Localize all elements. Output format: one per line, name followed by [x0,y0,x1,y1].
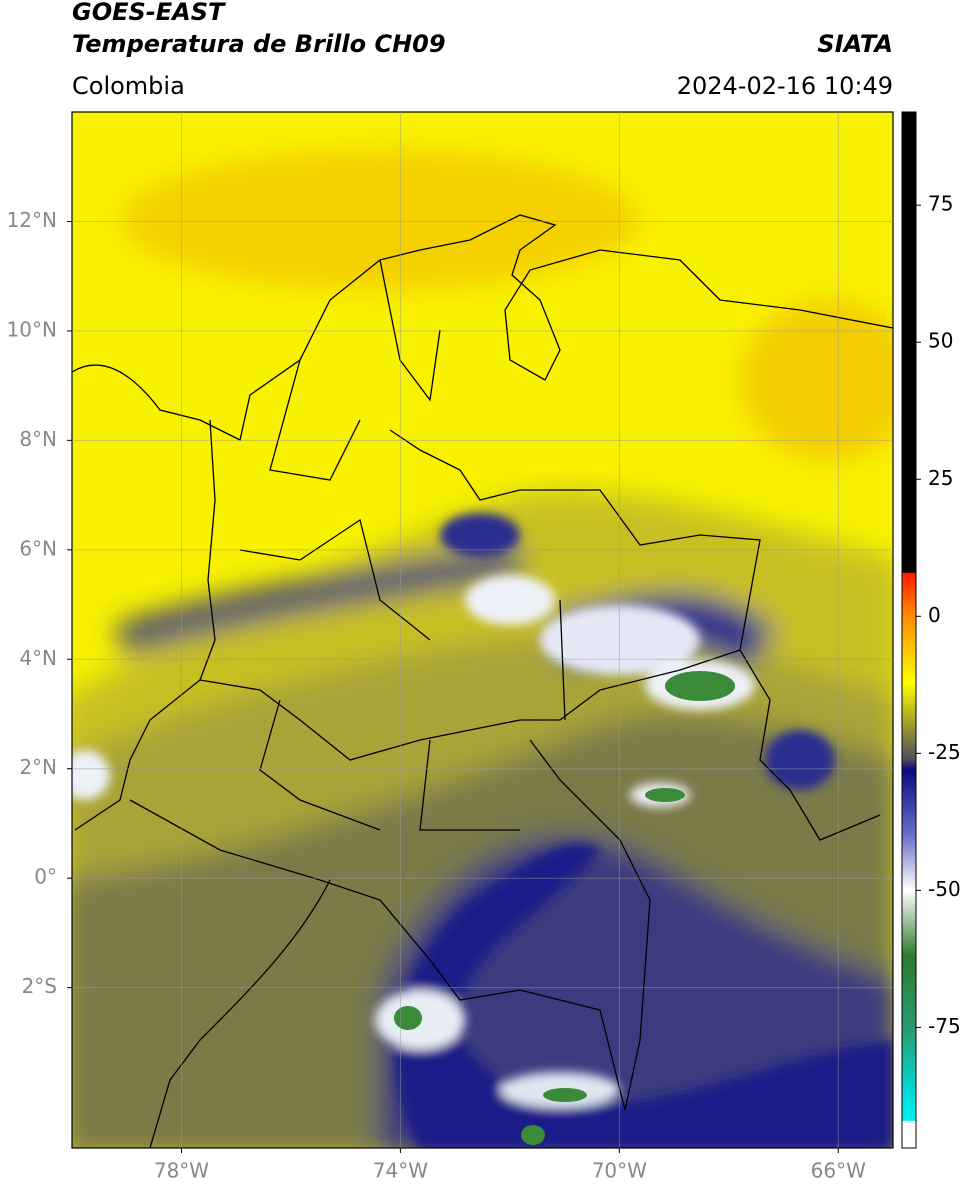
region: Colombia [72,72,185,100]
lat-label: 2°N [19,755,57,779]
lon-label: 74°W [373,1159,428,1183]
colorbar-label: -50 [928,877,961,901]
lat-label: 10°N [7,317,57,341]
lat-label: 2°S [22,974,57,998]
colorbar [901,111,917,1149]
lon-label: 78°W [154,1159,209,1183]
source: SIATA [817,30,893,58]
colorbar-label: -75 [928,1014,961,1038]
lat-label: 6°N [19,536,57,560]
lon-label: 66°W [811,1159,866,1183]
lon-label: 70°W [592,1159,647,1183]
lat-label: 0° [34,865,57,889]
lat-label: 8°N [19,427,57,451]
colorbar-label: 0 [928,603,941,627]
datetime: 2024-02-16 10:49 [677,72,893,100]
map-frame [71,111,894,1149]
colorbar-label: 50 [928,329,953,353]
satellite-image [72,112,893,1148]
colorbar-label: 25 [928,466,953,490]
title: GOES-EAST [72,0,226,26]
colorbar-label: 75 [928,192,953,216]
lat-label: 4°N [19,646,57,670]
subtitle: Temperatura de Brillo CH09 [72,30,446,58]
colorbar-label: -25 [928,740,961,764]
lat-label: 12°N [7,208,57,232]
